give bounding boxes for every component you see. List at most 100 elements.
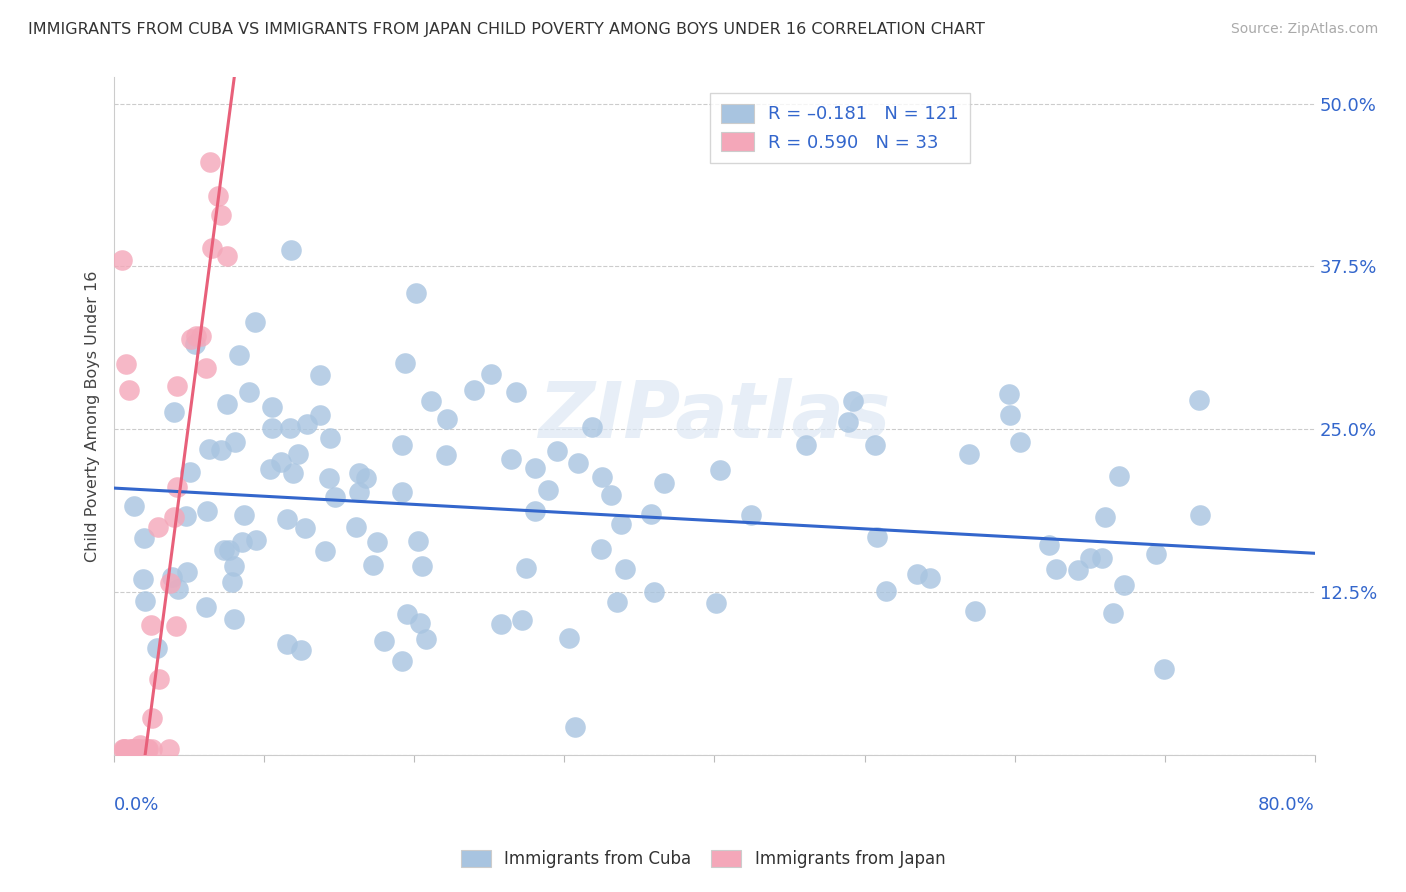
Point	[166, 480, 188, 494]
Point	[420, 394, 443, 409]
Point	[160, 569, 183, 583]
Point	[287, 447, 309, 461]
Point	[479, 368, 502, 382]
Point	[1091, 550, 1114, 565]
Point	[176, 565, 198, 579]
Point	[1112, 578, 1135, 592]
Point	[281, 466, 304, 480]
Point	[200, 155, 222, 169]
Point	[564, 720, 586, 734]
Point	[366, 535, 388, 549]
Point	[546, 443, 568, 458]
Legend: Immigrants from Cuba, Immigrants from Japan: Immigrants from Cuba, Immigrants from Ja…	[454, 843, 952, 875]
Point	[411, 558, 433, 573]
Point	[184, 336, 207, 351]
Point	[146, 519, 169, 533]
Point	[510, 613, 533, 627]
Text: 0.0%: 0.0%	[114, 796, 159, 814]
Point	[1153, 662, 1175, 676]
Point	[238, 384, 260, 399]
Point	[166, 379, 188, 393]
Point	[141, 741, 163, 756]
Point	[221, 575, 243, 590]
Point	[391, 654, 413, 668]
Point	[194, 361, 217, 376]
Point	[523, 503, 546, 517]
Point	[179, 465, 201, 479]
Point	[148, 672, 170, 686]
Point	[166, 582, 188, 596]
Point	[391, 484, 413, 499]
Point	[135, 741, 157, 756]
Point	[998, 386, 1021, 401]
Point	[499, 451, 522, 466]
Point	[111, 741, 134, 756]
Point	[866, 530, 889, 544]
Point	[309, 368, 332, 383]
Point	[118, 384, 141, 398]
Y-axis label: Child Poverty Among Boys Under 16: Child Poverty Among Boys Under 16	[86, 270, 100, 562]
Point	[591, 469, 613, 483]
Point	[591, 541, 613, 556]
Point	[233, 508, 256, 522]
Point	[1094, 510, 1116, 524]
Point	[129, 738, 152, 752]
Point	[134, 594, 156, 608]
Point	[163, 510, 186, 524]
Point	[122, 741, 145, 756]
Legend: R = –0.181   N = 121, R = 0.590   N = 33: R = –0.181 N = 121, R = 0.590 N = 33	[710, 94, 970, 162]
Point	[207, 189, 229, 203]
Point	[1067, 563, 1090, 577]
Point	[245, 315, 267, 329]
Point	[1108, 468, 1130, 483]
Point	[415, 632, 437, 646]
Point	[537, 483, 560, 497]
Point	[837, 416, 859, 430]
Point	[217, 397, 239, 411]
Point	[180, 331, 202, 345]
Point	[112, 741, 135, 756]
Point	[260, 401, 283, 415]
Point	[276, 512, 298, 526]
Point	[740, 508, 762, 522]
Point	[290, 643, 312, 657]
Point	[523, 461, 546, 475]
Point	[614, 562, 637, 576]
Point	[260, 420, 283, 434]
Point	[567, 456, 589, 470]
Point	[406, 533, 429, 548]
Point	[111, 252, 134, 267]
Point	[280, 243, 302, 257]
Point	[394, 356, 416, 370]
Point	[141, 711, 163, 725]
Point	[436, 412, 458, 426]
Point	[318, 471, 340, 485]
Point	[1010, 434, 1032, 449]
Point	[218, 543, 240, 558]
Point	[395, 607, 418, 622]
Point	[132, 572, 155, 586]
Point	[344, 519, 367, 533]
Point	[959, 447, 981, 461]
Point	[434, 448, 457, 462]
Point	[231, 535, 253, 549]
Point	[905, 567, 928, 582]
Point	[197, 504, 219, 518]
Point	[245, 533, 267, 548]
Point	[136, 741, 159, 756]
Point	[276, 637, 298, 651]
Point	[391, 438, 413, 452]
Point	[209, 208, 232, 222]
Point	[1078, 551, 1101, 566]
Point	[115, 357, 138, 371]
Point	[1189, 508, 1212, 522]
Point	[963, 604, 986, 618]
Point	[228, 348, 250, 362]
Point	[127, 741, 149, 756]
Point	[309, 408, 332, 422]
Point	[1102, 606, 1125, 620]
Point	[363, 558, 385, 572]
Text: IMMIGRANTS FROM CUBA VS IMMIGRANTS FROM JAPAN CHILD POVERTY AMONG BOYS UNDER 16 : IMMIGRANTS FROM CUBA VS IMMIGRANTS FROM …	[28, 22, 986, 37]
Point	[120, 741, 142, 756]
Point	[643, 585, 665, 599]
